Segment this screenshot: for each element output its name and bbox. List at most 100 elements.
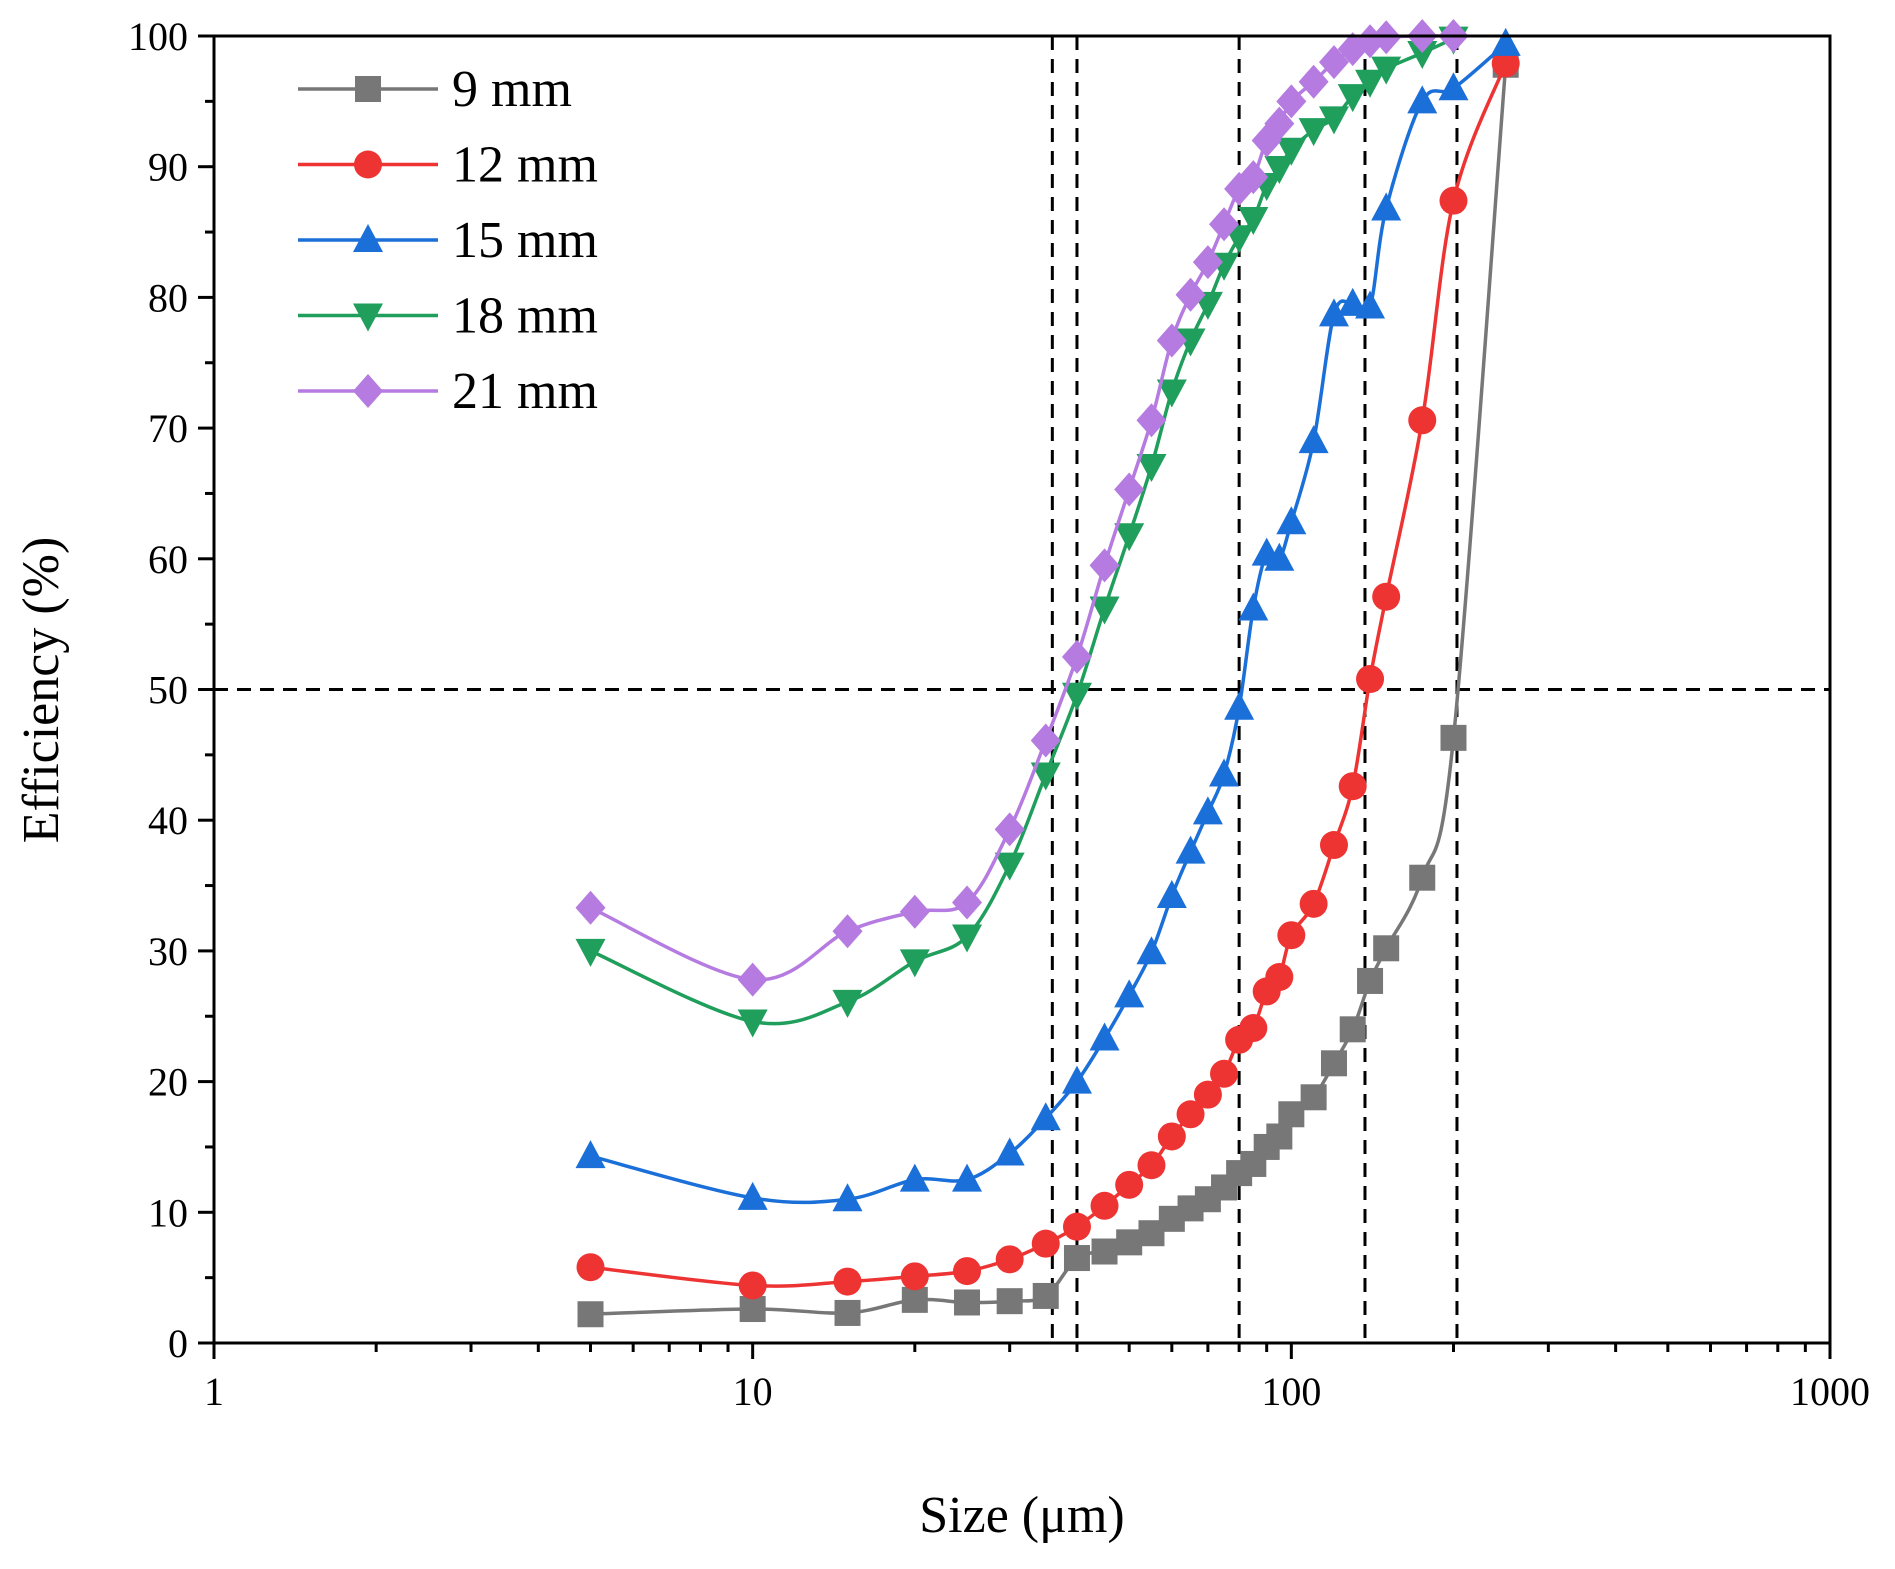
data-point	[1356, 665, 1385, 694]
y-tick-label: 60	[148, 537, 188, 582]
data-point	[994, 852, 1025, 881]
data-point	[739, 1296, 766, 1323]
data-point	[1156, 323, 1187, 358]
data-point	[832, 914, 863, 949]
data-point	[834, 1299, 861, 1326]
data-point	[1407, 85, 1438, 114]
data-point	[1209, 207, 1240, 242]
x-tick-label: 1000	[1790, 1369, 1870, 1414]
data-point	[1357, 967, 1384, 994]
data-point	[1339, 1016, 1366, 1043]
data-point	[575, 1140, 606, 1169]
series-15-mm	[575, 27, 1521, 1212]
legend-marker	[353, 374, 383, 408]
data-point	[1299, 889, 1328, 918]
data-point	[1264, 106, 1295, 141]
data-point	[899, 949, 930, 978]
data-point	[1440, 724, 1467, 751]
data-point	[1090, 1191, 1119, 1220]
data-point	[1490, 27, 1521, 56]
data-point	[577, 1301, 604, 1328]
legend-label: 15 mm	[452, 212, 598, 269]
data-point	[1407, 40, 1438, 69]
data-point	[832, 989, 863, 1018]
data-point	[1264, 156, 1295, 185]
data-point	[1030, 723, 1061, 758]
data-point	[738, 1271, 767, 1300]
data-point	[1298, 64, 1329, 99]
data-point	[1438, 72, 1469, 101]
data-point	[737, 1009, 768, 1038]
data-point	[1409, 864, 1436, 891]
data-point	[900, 1262, 929, 1291]
data-point	[1089, 1022, 1120, 1051]
legend-item-15-mm: 15 mm	[298, 212, 598, 269]
data-point	[1318, 106, 1349, 135]
x-tick-label: 10	[733, 1369, 773, 1414]
y-tick-label: 50	[148, 668, 188, 713]
data-point	[1373, 935, 1400, 962]
data-point	[1209, 758, 1240, 787]
data-point	[1338, 772, 1367, 801]
data-point	[1239, 1014, 1268, 1043]
data-point	[1136, 454, 1167, 483]
series-line-15-mm	[590, 42, 1507, 1205]
data-point	[1439, 186, 1468, 215]
data-point	[1030, 1102, 1061, 1131]
data-point	[953, 1257, 982, 1286]
data-point	[1114, 472, 1145, 507]
legend-item-12-mm: 12 mm	[298, 137, 598, 194]
data-point	[1238, 206, 1269, 235]
data-point	[1337, 84, 1368, 113]
data-point	[1371, 56, 1402, 85]
data-point	[1063, 1245, 1090, 1272]
legend-item-9-mm: 9 mm	[298, 61, 572, 118]
data-point	[1030, 762, 1061, 791]
data-point	[575, 938, 606, 967]
data-point	[575, 890, 606, 925]
series-18-mm	[575, 26, 1469, 1038]
data-point	[1266, 1123, 1293, 1150]
data-point	[1176, 1100, 1205, 1129]
data-point	[1491, 49, 1520, 78]
x-axis-title: Size (μm)	[919, 1487, 1125, 1544]
data-point	[1276, 84, 1307, 119]
data-point	[899, 894, 930, 929]
data-point	[952, 1163, 983, 1192]
data-point	[1062, 1212, 1091, 1241]
x-tick-label: 1	[204, 1369, 224, 1414]
y-tick-label: 0	[168, 1321, 188, 1366]
data-point	[1318, 45, 1349, 80]
data-point	[1320, 1050, 1347, 1077]
data-point	[737, 962, 768, 997]
legend-label: 21 mm	[452, 363, 598, 420]
data-point	[1408, 406, 1437, 435]
data-point	[1115, 1170, 1144, 1199]
data-point	[1089, 596, 1120, 625]
data-point	[1175, 835, 1206, 864]
data-point	[1276, 506, 1307, 535]
data-point	[1157, 1122, 1186, 1151]
data-point	[1265, 963, 1294, 992]
data-point	[1089, 548, 1120, 583]
data-point	[1061, 639, 1092, 674]
x-tick-label: 100	[1261, 1369, 1321, 1414]
data-point	[996, 1288, 1023, 1315]
data-point	[1136, 936, 1167, 965]
data-point	[1032, 1282, 1059, 1309]
data-point	[1355, 290, 1386, 319]
legend-marker	[353, 224, 383, 252]
y-tick-label: 20	[148, 1060, 188, 1105]
data-point	[1318, 298, 1349, 327]
y-axis-title: Efficiency (%)	[13, 537, 70, 844]
series-12-mm	[576, 49, 1520, 1300]
data-point	[1298, 118, 1329, 147]
y-tick-label: 90	[148, 145, 188, 190]
data-point	[1192, 796, 1223, 825]
data-point	[1355, 69, 1386, 98]
data-point	[1116, 1229, 1143, 1256]
legend-marker	[354, 150, 382, 179]
data-point	[1136, 403, 1167, 438]
